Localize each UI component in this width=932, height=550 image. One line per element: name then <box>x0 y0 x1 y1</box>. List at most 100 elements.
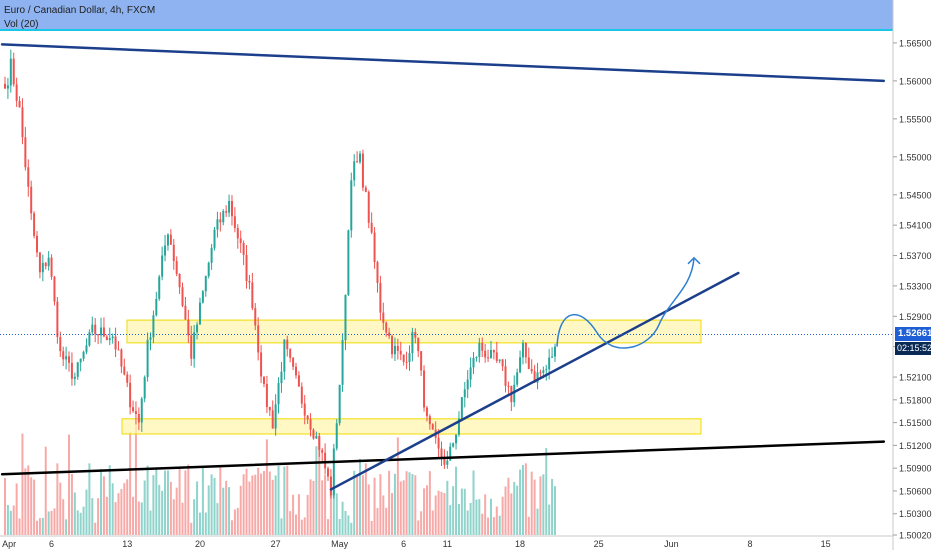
support-zone <box>121 418 702 435</box>
candle-body <box>140 398 143 423</box>
volume-bar <box>516 485 519 535</box>
volume-bar <box>399 481 402 535</box>
candle-body <box>524 343 527 358</box>
volume-indicator-label[interactable]: Vol (20) <box>4 19 39 30</box>
candle-body <box>100 327 103 336</box>
candle-body <box>440 448 443 459</box>
candle-body <box>411 332 414 354</box>
candle-body <box>137 414 140 423</box>
volume-bar <box>44 446 47 535</box>
volume-bar <box>132 496 135 535</box>
candles-layer <box>4 49 556 499</box>
candle-body <box>277 383 280 405</box>
candle-body <box>271 410 274 429</box>
candle-body <box>236 227 239 239</box>
volume-bar <box>65 519 68 535</box>
volume-bar <box>126 479 129 535</box>
volume-bar <box>146 465 149 535</box>
candle-body <box>443 458 446 465</box>
candle-body <box>350 180 353 231</box>
candle-body <box>391 336 394 355</box>
price-tick-label: 1.52900 <box>899 312 932 322</box>
price-tick-label: 1.51800 <box>899 395 932 405</box>
candle-body <box>335 423 338 449</box>
volume-bar <box>108 465 111 535</box>
volume-bar <box>47 511 50 535</box>
candle-body <box>347 230 350 295</box>
volume-bar <box>30 477 33 535</box>
candle-body <box>117 349 120 351</box>
volume-bar <box>344 510 347 535</box>
volume-bar <box>492 517 495 535</box>
candle-body <box>73 376 76 379</box>
volume-bar <box>94 522 97 535</box>
candle-body <box>551 356 554 358</box>
volume-bar <box>187 464 190 535</box>
volume-bar <box>446 480 449 535</box>
volume-bar <box>484 494 487 535</box>
volume-bar <box>545 448 548 535</box>
volume-bar <box>137 501 140 535</box>
volume-bar <box>498 515 501 535</box>
volume-bar <box>489 498 492 535</box>
candle-body <box>184 305 187 320</box>
candle-body <box>274 404 277 429</box>
volume-bar <box>475 499 478 535</box>
candle-body <box>321 449 324 453</box>
volume-bar <box>338 519 341 535</box>
volume-bar <box>504 486 507 535</box>
volume-bar <box>414 475 417 535</box>
candle-body <box>27 167 30 187</box>
candle-body <box>498 359 501 361</box>
candle-body <box>149 337 152 340</box>
candle-body <box>388 332 391 337</box>
candle-body <box>356 161 359 163</box>
volume-bar <box>434 495 437 535</box>
volume-bar <box>396 437 399 535</box>
volume-bar <box>169 481 172 535</box>
volume-bar <box>233 509 236 535</box>
candle-body <box>245 254 248 282</box>
price-tick-label: 1.55500 <box>899 114 932 124</box>
candle-body <box>85 345 88 352</box>
volume-bar <box>478 499 481 535</box>
candle-body <box>21 107 24 138</box>
candle-body <box>306 415 309 420</box>
candle-body <box>204 276 207 292</box>
candle-body <box>132 407 135 412</box>
volume-bar <box>364 463 367 535</box>
candle-body <box>507 385 510 387</box>
volume-bar <box>239 485 242 535</box>
volume-bar <box>6 505 9 535</box>
volume-bar <box>190 522 193 535</box>
candle-body <box>516 372 519 385</box>
price-tick-label: 1.50300 <box>899 509 932 519</box>
candle-body <box>9 58 12 86</box>
candle-body <box>169 234 172 245</box>
candle-body <box>519 357 522 373</box>
time-tick-label: May <box>331 539 349 549</box>
volume-bar <box>21 433 24 535</box>
candle-body <box>190 335 193 359</box>
volume-bar <box>440 491 443 535</box>
candle-body <box>297 375 300 387</box>
candle-body <box>344 294 347 341</box>
candle-body <box>329 476 332 496</box>
candle-body <box>414 332 417 338</box>
candle-body <box>469 367 472 380</box>
candle-body <box>504 366 507 386</box>
volume-bar <box>553 486 556 535</box>
volume-bar <box>53 508 56 535</box>
candle-body <box>370 222 373 233</box>
drawings-layer[interactable] <box>0 43 893 491</box>
candle-body <box>373 232 376 263</box>
volume-bar <box>519 469 522 535</box>
volume-bar <box>510 493 513 535</box>
candle-body <box>449 446 452 461</box>
candle-body <box>12 58 15 85</box>
time-tick-label: 11 <box>443 539 452 549</box>
candle-body <box>6 85 9 89</box>
volume-bar <box>59 482 62 535</box>
volume-bar <box>4 477 6 535</box>
